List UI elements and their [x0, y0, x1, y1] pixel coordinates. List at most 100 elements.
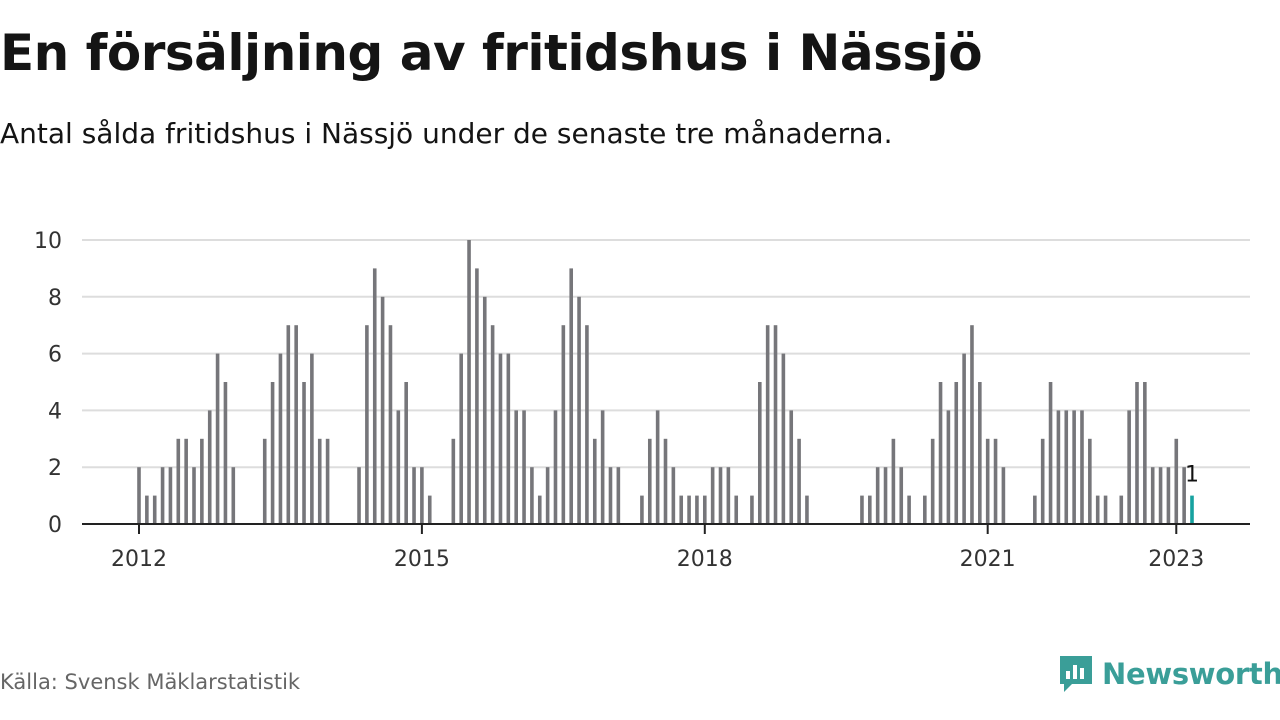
- bar: [687, 495, 691, 524]
- bar: [1048, 382, 1053, 524]
- bar: [585, 325, 589, 524]
- bar: [207, 410, 212, 524]
- bar: [993, 438, 998, 524]
- bar: [451, 438, 456, 524]
- bar: [231, 467, 236, 524]
- bar: [380, 296, 385, 524]
- bar: [1064, 410, 1069, 524]
- bar: [600, 410, 605, 524]
- bar: [498, 353, 503, 524]
- bar: [805, 495, 809, 524]
- bar: [907, 495, 911, 524]
- x-tick-label: 2012: [111, 547, 167, 572]
- bar: [655, 410, 660, 524]
- bar: [726, 467, 731, 524]
- bar: [561, 325, 566, 524]
- bar: [1150, 467, 1155, 524]
- bar: [223, 382, 228, 524]
- bar: [781, 353, 786, 524]
- chart-title: En försäljning av fritidshus i Nässjö: [0, 24, 983, 82]
- annotations: 1: [1185, 463, 1199, 488]
- bar: [671, 467, 676, 524]
- bar: [718, 467, 723, 524]
- bar: [569, 268, 574, 524]
- bars: [137, 240, 1194, 524]
- bar: [317, 438, 322, 524]
- bar: [1119, 495, 1124, 524]
- bar: [938, 382, 943, 524]
- bar: [286, 325, 291, 524]
- bar-chart: 0 2 4 6 8 10 2012 2015 2018 2021 2023 1: [34, 229, 1250, 572]
- bar: [1174, 438, 1179, 524]
- bar: [702, 495, 707, 524]
- bar: [160, 467, 165, 524]
- bar: [365, 325, 369, 524]
- bar: [789, 410, 794, 524]
- bar: [875, 467, 880, 524]
- bar: [514, 410, 518, 524]
- bar: [372, 268, 377, 524]
- bar: [137, 467, 141, 524]
- bar: [577, 296, 581, 524]
- bar: [1127, 410, 1131, 524]
- chart-subtitle: Antal sålda fritidshus i Nässjö under de…: [0, 117, 893, 150]
- bar: [797, 438, 801, 524]
- bar: [152, 495, 157, 524]
- bar: [899, 467, 904, 524]
- bar: [357, 467, 361, 524]
- bar: [168, 467, 173, 524]
- bar: [388, 325, 393, 524]
- bar: [1080, 410, 1084, 524]
- bar: [545, 467, 550, 524]
- y-tick-label: 10: [34, 229, 62, 254]
- bar: [734, 495, 739, 524]
- bar: [1001, 467, 1006, 524]
- bar: [412, 467, 416, 524]
- bar: [640, 495, 644, 524]
- bar: [663, 438, 668, 524]
- bar: [1072, 410, 1076, 524]
- bar: [176, 438, 181, 524]
- bar: [310, 353, 314, 524]
- bar: [262, 438, 267, 524]
- brand-name: Newsworthy: [1102, 657, 1280, 691]
- bar: [490, 325, 495, 524]
- bar: [679, 495, 684, 524]
- x-tick-label: 2023: [1148, 547, 1204, 572]
- bar: [302, 382, 306, 524]
- x-tick-label: 2021: [960, 547, 1016, 572]
- bar: [757, 382, 762, 524]
- bar: [647, 438, 652, 524]
- bar: [404, 382, 408, 524]
- bar: [1158, 467, 1163, 524]
- bar: [608, 467, 613, 524]
- bar: [1056, 410, 1061, 524]
- chat-chart-icon: [1060, 656, 1092, 692]
- bar: [946, 410, 951, 524]
- newsworthy-logo: Newsworthy: [1058, 654, 1280, 694]
- bar: [923, 495, 927, 524]
- x-tick-label: 2015: [394, 547, 450, 572]
- bar: [553, 410, 558, 524]
- bar: [1095, 495, 1100, 524]
- bar: [482, 296, 487, 524]
- bar: [294, 325, 298, 524]
- bar: [765, 325, 770, 524]
- bar: [750, 495, 754, 524]
- bar: [883, 467, 888, 524]
- bar: [420, 467, 424, 524]
- bar: [930, 438, 935, 524]
- bar: [475, 268, 479, 524]
- bar: [970, 325, 974, 524]
- bar: [145, 495, 149, 524]
- bar: [184, 438, 188, 524]
- bar-latest: [1190, 495, 1194, 524]
- bar: [891, 438, 896, 524]
- latest-value-label: 1: [1185, 463, 1199, 488]
- y-tick-label: 6: [48, 343, 62, 368]
- y-tick-label: 8: [48, 286, 62, 311]
- bar: [1103, 495, 1108, 524]
- y-tick-label: 0: [48, 513, 62, 538]
- bar: [506, 353, 511, 524]
- bar: [1135, 382, 1139, 524]
